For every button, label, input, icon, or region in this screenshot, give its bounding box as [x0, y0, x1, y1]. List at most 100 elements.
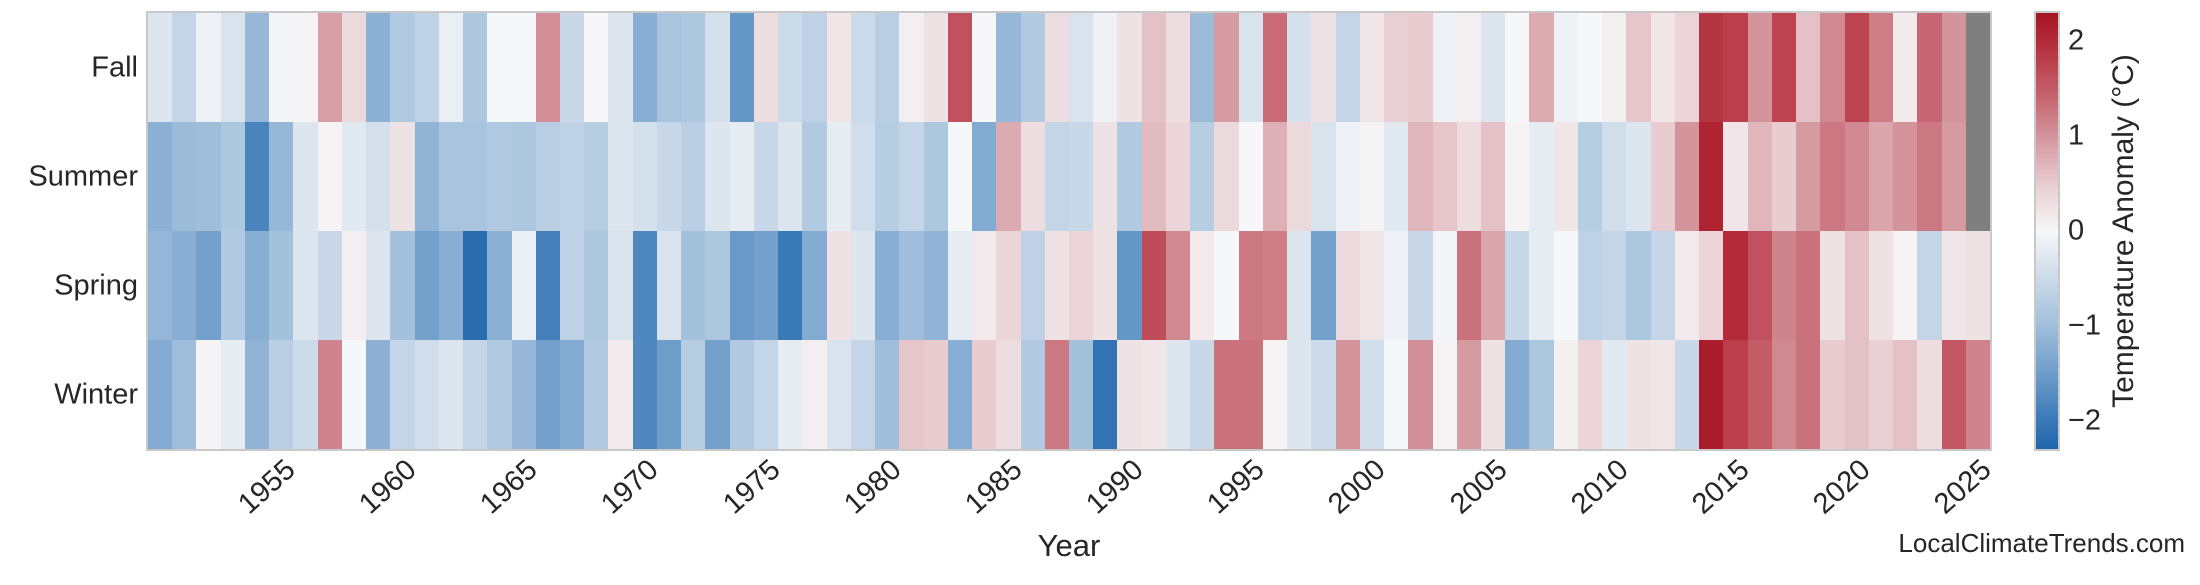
- heatmap-cell: [972, 13, 997, 122]
- heatmap-cell: [850, 122, 876, 231]
- heatmap-cell: [826, 231, 851, 340]
- heatmap-cell: [681, 13, 706, 122]
- heatmap-cell: [1917, 122, 1942, 231]
- heatmap-cell: [656, 340, 682, 449]
- heatmap-cell: [1505, 122, 1530, 231]
- heatmap-cell: [269, 231, 294, 340]
- colorbar-title: Temperature Anomaly (°C): [2107, 54, 2140, 408]
- heatmap-cell: [535, 13, 561, 122]
- heatmap-cell: [1141, 340, 1166, 449]
- heatmap-cell: [1044, 13, 1069, 122]
- heatmap-cell: [487, 231, 512, 340]
- heatmap-cell: [293, 122, 318, 231]
- heatmap-cell-missing: [1965, 122, 1990, 231]
- heatmap-cell: [729, 340, 754, 449]
- heatmap-cell: [923, 340, 948, 449]
- heatmap-cell: [1602, 231, 1627, 340]
- heatmap-cell: [1868, 340, 1894, 449]
- x-tick-label: 1965: [474, 453, 544, 521]
- heatmap-cell: [341, 231, 367, 340]
- heatmap-cell: [511, 231, 536, 340]
- x-tick-label: 2025: [1928, 453, 1998, 521]
- heatmap-cell: [220, 231, 245, 340]
- heatmap-cell: [1650, 340, 1675, 449]
- heatmap-cell: [220, 13, 245, 122]
- heatmap-cell: [535, 231, 561, 340]
- heatmap-cell: [972, 231, 997, 340]
- heatmap-cell: [220, 122, 245, 231]
- heatmap-cell: [390, 340, 415, 449]
- heatmap-cell: [608, 340, 633, 449]
- heatmap-cell: [802, 13, 827, 122]
- heatmap-cell: [1117, 231, 1142, 340]
- heatmap-cell: [1723, 122, 1748, 231]
- heatmap-cell: [681, 122, 706, 231]
- heatmap-cell: [1141, 231, 1166, 340]
- heatmap-cell: [511, 122, 536, 231]
- heatmap-cell: [1771, 231, 1797, 340]
- heatmap-cell: [1844, 13, 1869, 122]
- heatmap-cell: [1965, 231, 1990, 340]
- heatmap-cell: [1723, 13, 1748, 122]
- heatmap-cell: [729, 13, 754, 122]
- heatmap-cell: [1165, 13, 1191, 122]
- heatmap-cell: [438, 122, 464, 231]
- heatmap-cell: [1384, 340, 1409, 449]
- heatmap-cell: [511, 13, 536, 122]
- heatmap-cell: [1068, 340, 1094, 449]
- heatmap-cell: [1456, 231, 1482, 340]
- heatmap-cell: [1432, 13, 1457, 122]
- heatmap-cell: [1093, 231, 1118, 340]
- heatmap-cell: [705, 13, 730, 122]
- heatmap-cell: [1941, 122, 1966, 231]
- heatmap-cell: [826, 340, 851, 449]
- heatmap-cell: [1044, 340, 1069, 449]
- heatmap-cell: [535, 340, 561, 449]
- heatmap-cell: [463, 13, 488, 122]
- heatmap-cell: [681, 231, 706, 340]
- heatmap-cell: [1432, 231, 1457, 340]
- heatmap-cell: [1650, 122, 1675, 231]
- heatmap-cell: [414, 340, 439, 449]
- heatmap-cell: [317, 340, 342, 449]
- heatmap-cell: [1796, 122, 1821, 231]
- heatmap-cell: [1190, 231, 1215, 340]
- colorbar-tick-label: 0: [2068, 214, 2085, 247]
- heatmap-cell: [1456, 122, 1482, 231]
- heatmap-cell: [729, 122, 754, 231]
- x-tick-label: 1975: [716, 453, 787, 521]
- heatmap-cell: [899, 122, 924, 231]
- heatmap-cell: [1481, 231, 1506, 340]
- heatmap-cell: [1359, 340, 1385, 449]
- heatmap-cell: [1577, 231, 1603, 340]
- heatmap-cell: [972, 122, 997, 231]
- heatmap-cell: [1481, 13, 1506, 122]
- heatmap-cell: [656, 231, 682, 340]
- heatmap-cell: [1359, 122, 1385, 231]
- heatmap-cell: [826, 122, 851, 231]
- heatmap-cell: [1020, 122, 1045, 231]
- x-axis-title: Year: [1037, 528, 1101, 563]
- heatmap-cell: [1020, 340, 1045, 449]
- heatmap-cell: [875, 340, 900, 449]
- heatmap-cell: [875, 231, 900, 340]
- heatmap-cell: [826, 13, 851, 122]
- heatmap-cell: [1771, 13, 1797, 122]
- heatmap-cell: [1868, 231, 1894, 340]
- heatmap-cell: [1384, 122, 1409, 231]
- heatmap-cell: [729, 231, 754, 340]
- heatmap-cell: [560, 231, 585, 340]
- heatmap-cell: [414, 122, 439, 231]
- heatmap-cell: [1238, 340, 1263, 449]
- x-tick-label: 1970: [595, 453, 665, 521]
- x-tick-label: 1980: [837, 453, 908, 521]
- heatmap-cell: [875, 122, 900, 231]
- heatmap-cell: [1311, 13, 1336, 122]
- heatmap-cell: [1408, 231, 1433, 340]
- heatmap-cell: [1335, 231, 1360, 340]
- heatmap-cell: [1505, 340, 1530, 449]
- heatmap-cell: [608, 231, 633, 340]
- heatmap-cell: [1359, 231, 1385, 340]
- heatmap-cell: [1771, 122, 1797, 231]
- heatmap-cell: [535, 122, 561, 231]
